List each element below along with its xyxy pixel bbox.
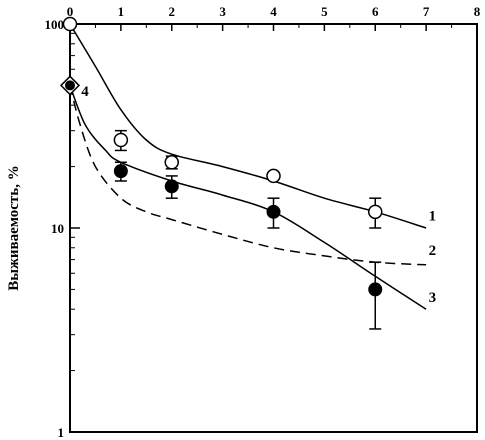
curve-label-4: 4 [81,84,89,100]
point-open-circle [164,155,179,170]
y-tick-label: 1 [58,425,65,440]
curve-label-2: 2 [429,243,437,259]
x-tick-label: 4 [270,4,277,19]
curve-label-1: 1 [429,209,437,225]
point-filled-circle [266,204,281,219]
y-tick-label: 100 [45,17,65,32]
point-open-circle [266,168,281,184]
y-axis-label: Выживаемость, % [6,165,22,290]
x-axis: 0 1 2 3 4 5 6 7 8 [67,4,481,31]
error-bars [114,129,382,330]
y-tick-label: 10 [51,221,64,236]
x-tick-label: 5 [321,4,328,19]
x-tick-label: 7 [423,4,430,19]
point-open-circle [113,132,129,148]
point-filled-circle [368,282,383,297]
x-tick-label: 2 [169,4,176,19]
x-tick-label: 6 [372,4,379,19]
x-tick-label: 0 [67,4,74,19]
point-diamond-dot [65,80,75,91]
point-open-circle [368,204,383,220]
fit-curves [69,23,427,310]
curve-3 [69,85,427,310]
curve-1 [69,23,427,229]
curve-labels: 1 2 3 4 [81,84,436,306]
curve-2 [69,85,427,266]
point-filled-circle [164,179,179,194]
curve-label-3: 3 [429,290,437,306]
point-open-circle [62,16,78,32]
x-tick-label: 1 [118,4,125,19]
data-points [59,16,383,297]
x-tick-label: 3 [219,4,226,19]
point-filled-circle [113,164,128,179]
x-tick-label: 8 [474,4,481,19]
